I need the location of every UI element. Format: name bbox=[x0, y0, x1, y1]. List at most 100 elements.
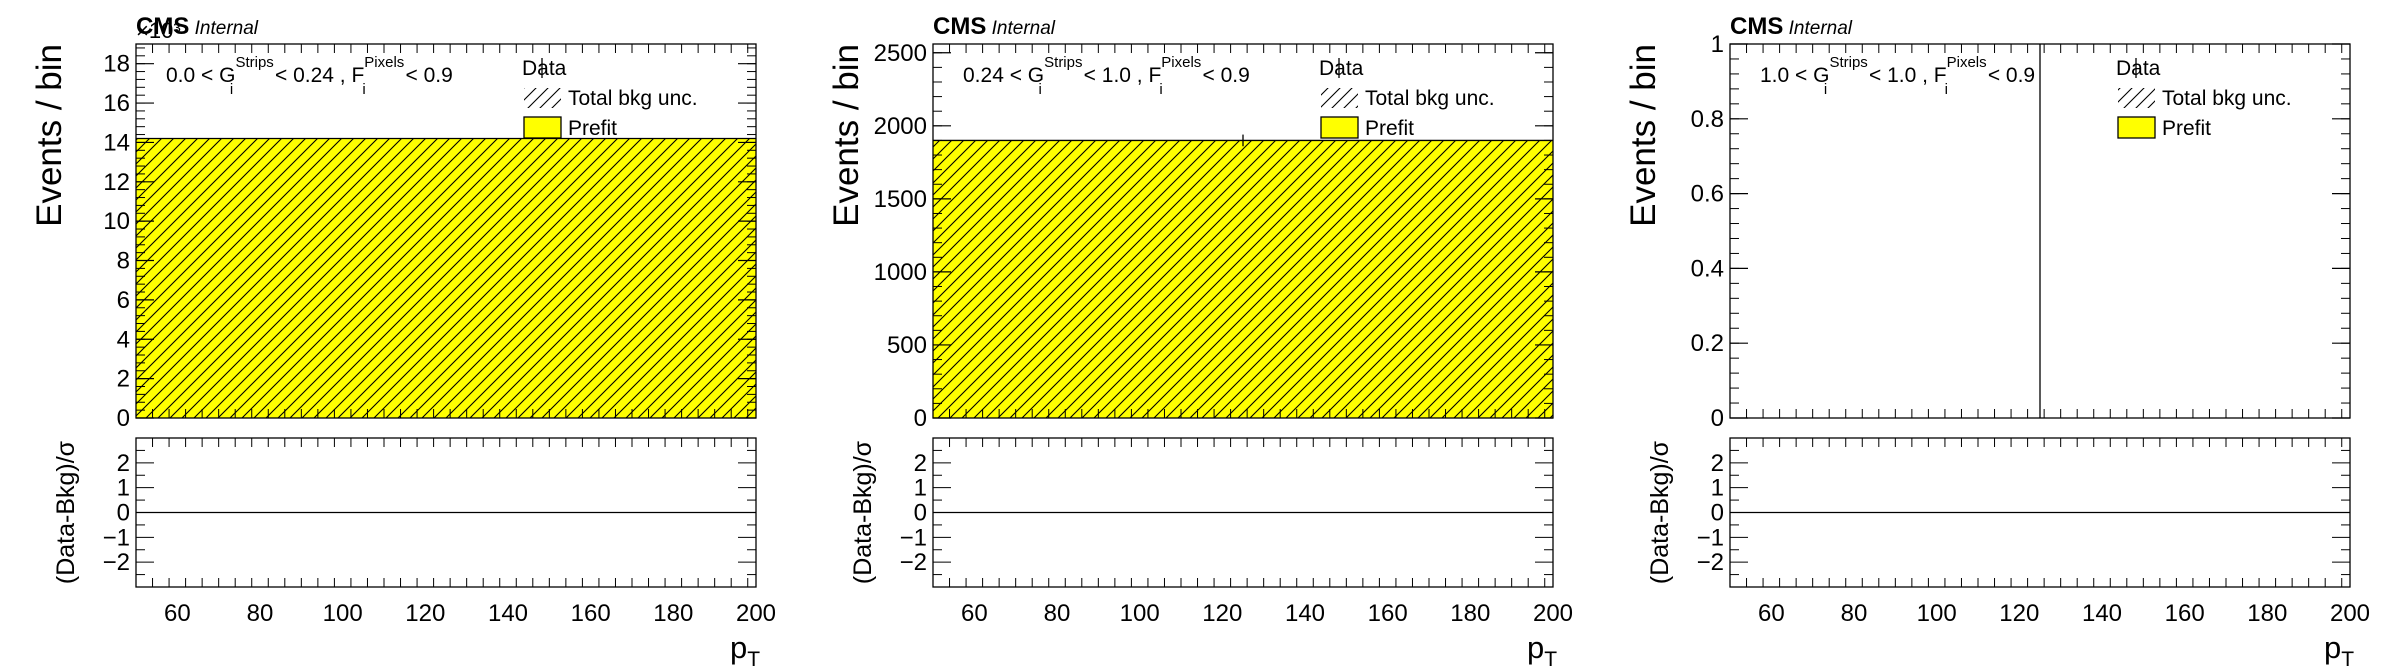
x-tick-label: 180 bbox=[2247, 600, 2287, 627]
y-tick-label: 18 bbox=[103, 51, 130, 78]
y-tick-label: 4 bbox=[117, 326, 130, 353]
y-tick-label: 8 bbox=[117, 248, 130, 275]
ratio-y-tick-label: 1 bbox=[914, 475, 927, 502]
category-f-subscript: i bbox=[1945, 81, 1948, 98]
x-tick-label: 160 bbox=[1368, 600, 1408, 627]
x-tick-label: 200 bbox=[2330, 600, 2370, 627]
legend-prefit-label: Prefit bbox=[2162, 117, 2211, 140]
y-tick-label: 16 bbox=[103, 90, 130, 117]
main-plot-frame bbox=[932, 43, 1554, 419]
ratio-y-tick-label: −2 bbox=[900, 549, 927, 576]
category-g-lower: 0.24 < G bbox=[963, 64, 1044, 87]
ratio-y-axis-title: (Data-Bkg)/σ bbox=[1646, 440, 1674, 584]
legend-bkg-unc-label: Total bkg unc. bbox=[2162, 87, 2292, 110]
category-f-superscript: Pixels bbox=[1161, 54, 1201, 71]
y-tick-label: 0 bbox=[117, 405, 130, 432]
ratio-y-tick-label: 0 bbox=[117, 500, 130, 527]
legend-bkg-unc-label: Total bkg unc. bbox=[568, 87, 698, 110]
x-tick-label: 100 bbox=[1120, 600, 1160, 627]
y-tick-label: 14 bbox=[103, 129, 130, 156]
internal-label: Internal bbox=[189, 18, 258, 39]
x-axis-title: pT bbox=[2324, 630, 2354, 671]
category-post: < 0.9 bbox=[400, 64, 453, 87]
category-g-lower: 1.0 < G bbox=[1760, 64, 1829, 87]
category-g-subscript: i bbox=[1038, 81, 1041, 98]
x-axis-title: pT bbox=[1527, 630, 1557, 671]
legend-data-label: Data bbox=[522, 57, 567, 80]
category-post: < 0.9 bbox=[1197, 64, 1250, 87]
y-axis-title: Events / bin bbox=[30, 44, 69, 227]
category-g-subscript: i bbox=[1824, 81, 1827, 98]
x-tick-label: 180 bbox=[1450, 600, 1490, 627]
legend-prefit-swatch bbox=[1320, 116, 1359, 139]
ratio-y-tick-label: −1 bbox=[103, 524, 130, 551]
bkg-unc-band-0 bbox=[933, 140, 1553, 418]
category-g-subscript: i bbox=[230, 81, 233, 98]
y-tick-label: 0 bbox=[914, 405, 927, 432]
cms-label: CMS bbox=[1730, 13, 1783, 40]
ratio-y-tick-label: 2 bbox=[1711, 450, 1724, 477]
category-g-superscript: Strips bbox=[235, 54, 273, 71]
x-tick-label: 80 bbox=[1841, 600, 1868, 627]
category-f-superscript: Pixels bbox=[364, 54, 404, 71]
y-tick-label: 12 bbox=[103, 169, 130, 196]
cms-label: CMS bbox=[933, 13, 986, 40]
x-axis-title-sub: T bbox=[2341, 648, 2354, 671]
x-tick-label: 80 bbox=[247, 600, 274, 627]
y-tick-label: 10 bbox=[103, 208, 130, 235]
ratio-y-axis-title: (Data-Bkg)/σ bbox=[52, 440, 80, 584]
y-tick-label: 0.8 bbox=[1691, 106, 1724, 133]
category-label: 0.0 < GStrips i < 0.24 , FPixels i < 0.9 bbox=[166, 54, 453, 98]
x-axis-title-main: p bbox=[1527, 630, 1544, 665]
x-tick-label: 60 bbox=[164, 600, 191, 627]
cms-label: CMS bbox=[136, 13, 189, 40]
x-axis-title-main: p bbox=[2324, 630, 2341, 665]
y-tick-label: 2 bbox=[117, 366, 130, 393]
bkg-unc-band-0 bbox=[136, 138, 756, 419]
category-mid: < 1.0 , F bbox=[1863, 64, 1946, 87]
y-tick-label: 500 bbox=[887, 332, 927, 359]
x-tick-label: 140 bbox=[2082, 600, 2122, 627]
ratio-y-tick-label: −2 bbox=[1697, 549, 1724, 576]
ratio-y-tick-label: 2 bbox=[117, 450, 130, 477]
legend-bkg-unc-label: Total bkg unc. bbox=[1365, 87, 1495, 110]
category-g-lower: 0.0 < G bbox=[166, 64, 235, 87]
x-tick-label: 60 bbox=[961, 600, 988, 627]
x-tick-label: 140 bbox=[1285, 600, 1325, 627]
legend-bkg-unc-swatch bbox=[524, 88, 561, 108]
ratio-y-tick-label: −2 bbox=[103, 549, 130, 576]
main-plot-frame bbox=[1729, 43, 2351, 419]
legend-bkg-unc-swatch bbox=[2118, 88, 2155, 108]
experiment-label: CMS Internal bbox=[136, 13, 259, 40]
y-tick-label: 0.2 bbox=[1691, 330, 1724, 357]
x-tick-label: 100 bbox=[323, 600, 363, 627]
x-tick-label: 60 bbox=[1758, 600, 1785, 627]
x-tick-label: 180 bbox=[653, 600, 693, 627]
x-tick-label: 120 bbox=[1999, 600, 2039, 627]
x-axis-title-main: p bbox=[730, 630, 747, 665]
y-tick-label: 0.4 bbox=[1691, 255, 1724, 282]
ratio-y-tick-label: 2 bbox=[914, 450, 927, 477]
legend-prefit-swatch bbox=[2117, 116, 2156, 139]
experiment-label: CMS Internal bbox=[1730, 13, 1853, 40]
x-tick-label: 160 bbox=[571, 600, 611, 627]
category-post: < 0.9 bbox=[1982, 64, 2035, 87]
legend-data-label: Data bbox=[2116, 57, 2161, 80]
ratio-y-tick-label: 1 bbox=[117, 475, 130, 502]
ratio-y-tick-label: −1 bbox=[1697, 524, 1724, 551]
category-f-subscript: i bbox=[362, 81, 365, 98]
ratio-y-tick-label: 0 bbox=[1711, 500, 1724, 527]
internal-label: Internal bbox=[1783, 18, 1852, 39]
x-tick-label: 200 bbox=[736, 600, 776, 627]
legend-prefit-label: Prefit bbox=[568, 117, 617, 140]
x-axis-title-sub: T bbox=[747, 648, 760, 671]
experiment-label: CMS Internal bbox=[933, 13, 1056, 40]
internal-label: Internal bbox=[986, 18, 1055, 39]
x-tick-label: 100 bbox=[1917, 600, 1957, 627]
